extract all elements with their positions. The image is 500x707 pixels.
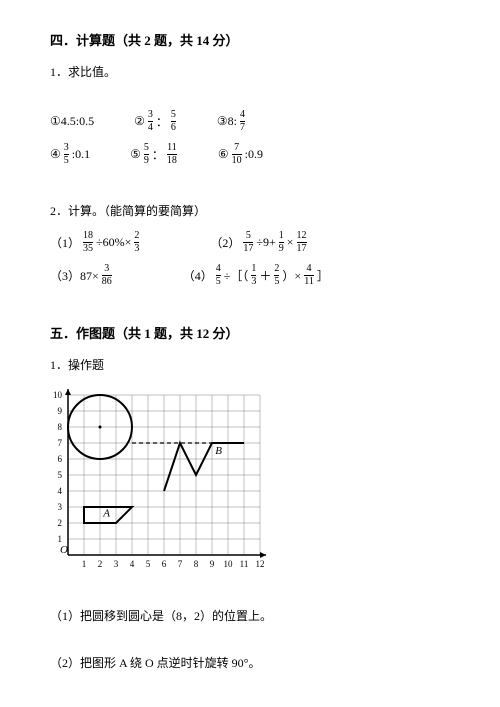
r2-colon: ： [156,113,168,130]
svg-text:O: O [60,544,68,556]
c3-a: 3 86 [102,264,112,287]
r6-pre: ⑥ [218,147,229,162]
sub1: （1）把圆移到圆心是（8，2）的位置上。 [50,607,450,624]
sub2: （2）把图形 A 绕 O 点逆时针旋转 90°。 [50,654,450,671]
c1-pre: （1） [50,234,80,251]
svg-text:9: 9 [58,406,63,416]
q5-1-title: 1．操作题 [50,356,450,373]
c1-a: 18 35 [83,231,93,254]
r5-frac-b: 11 18 [167,143,177,166]
c4-d: 4 11 [304,264,314,287]
svg-text:4: 4 [58,486,63,496]
svg-text:B: B [215,445,222,457]
svg-text:4: 4 [130,559,135,569]
c2-c: 12 17 [297,231,307,254]
ratio-item-2: ② 3 4 ： 5 6 [134,110,177,133]
r2-frac-b: 5 6 [171,110,176,133]
svg-text:9: 9 [210,559,215,569]
ratio-row2: ④ 3 5 :0.1 ⑤ 5 9 ： 11 18 ⑥ 7 10 [50,143,450,166]
svg-text:3: 3 [58,502,63,512]
c4-a: 4 5 [216,264,221,287]
calc-2: （2） 5 17 ÷9+ 1 9 × 12 17 [210,231,307,254]
r6-post: :0.9 [245,147,263,162]
r3-frac: 4 7 [240,110,245,133]
r2-pre: ② [134,114,145,129]
c4-m2: ）× [282,267,301,284]
calc-row2: （3）87× 3 86 （4） 4 5 ÷［（ 1 3 ＋ 2 5 ）× [50,264,450,287]
ratio-item-6: ⑥ 7 10 :0.9 [218,143,263,166]
c4-pre: （4） [183,267,213,284]
svg-text:6: 6 [162,559,167,569]
r5-frac-a: 5 9 [144,143,149,166]
ratio-item-4: ④ 3 5 :0.1 [50,143,90,166]
c2-b: 1 9 [279,231,284,254]
svg-text:8: 8 [58,422,63,432]
c2-pre: （2） [210,234,240,251]
grid-figure: 12345678910111212345678910ABO [40,385,450,589]
c3-pre: （3）87× [50,267,99,284]
r2-frac-a: 3 4 [148,110,153,133]
svg-text:2: 2 [98,559,103,569]
r3-pre: ③8: [217,114,237,129]
c2-m1: ÷9+ [256,235,275,250]
ratio-item-1: ①4.5:0.5 [50,114,94,129]
ratio-item-5: ⑤ 5 9 ： 11 18 [130,143,178,166]
svg-text:5: 5 [58,470,63,480]
svg-text:6: 6 [58,454,63,464]
c4-b: 1 3 [251,264,256,287]
svg-text:7: 7 [178,559,183,569]
c4-m1: ÷［（ [224,267,249,284]
r4-post: :0.1 [72,147,90,162]
svg-text:12: 12 [256,559,265,569]
svg-text:10: 10 [53,390,63,400]
ratio-row1: ①4.5:0.5 ② 3 4 ： 5 6 ③8: 4 7 [50,110,450,133]
svg-text:2: 2 [58,518,63,528]
r1-text: ①4.5:0.5 [50,114,94,129]
c4-post: ］ [317,267,329,284]
calc-4: （4） 4 5 ÷［（ 1 3 ＋ 2 5 ）× 4 11 ］ [183,264,329,287]
r5-colon: ： [152,146,164,163]
svg-text:7: 7 [58,438,63,448]
r4-frac: 3 5 [64,143,69,166]
r5-pre: ⑤ [130,147,141,162]
svg-text:5: 5 [146,559,151,569]
q4-1-title: 1．求比值。 [50,63,450,80]
c1-b: 2 3 [134,231,139,254]
q4-2-title: 2．计算。（能简算的要简算） [50,202,450,219]
svg-text:11: 11 [240,559,249,569]
c2-m2: × [287,235,294,250]
svg-text:1: 1 [58,534,63,544]
section4-title: 四．计算题（共 2 题，共 14 分） [50,30,450,49]
svg-text:1: 1 [82,559,87,569]
calc-3: （3）87× 3 86 [50,264,113,287]
c4-plus: ＋ [259,267,271,284]
c1-mid: ÷60%× [96,235,131,250]
grid-svg: 12345678910111212345678910ABO [40,385,280,585]
calc-row1: （1） 18 35 ÷60%× 2 3 （2） 5 17 ÷9+ 1 9 × [50,231,450,254]
calc-1: （1） 18 35 ÷60%× 2 3 [50,231,140,254]
svg-text:3: 3 [114,559,119,569]
section5-title: 五．作图题（共 1 题，共 12 分） [50,323,450,342]
c2-a: 5 17 [243,231,253,254]
svg-text:8: 8 [194,559,199,569]
r4-pre: ④ [50,147,61,162]
c4-c: 2 5 [274,264,279,287]
r6-frac: 7 10 [232,143,242,166]
ratio-item-3: ③8: 4 7 [217,110,246,133]
svg-text:10: 10 [224,559,234,569]
svg-text:A: A [102,508,110,520]
